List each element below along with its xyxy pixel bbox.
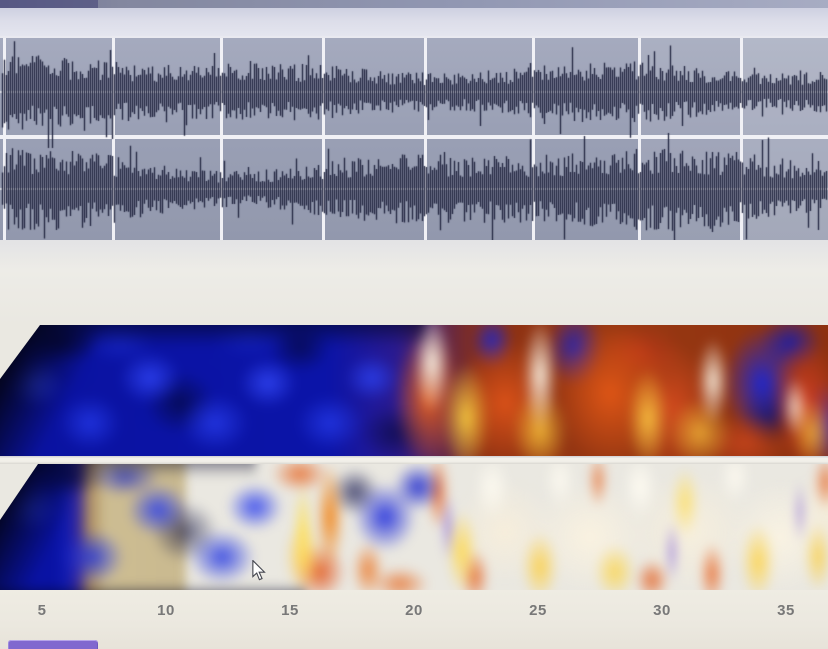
axis-tick-label: 30	[653, 602, 671, 619]
bottom-left-button[interactable]	[8, 640, 98, 649]
waveform-canvas[interactable]	[0, 38, 828, 242]
waveform-display[interactable]	[0, 36, 828, 242]
time-axis: 5 10 15 20 25 30 35	[0, 590, 828, 649]
titlebar-left-accent	[0, 0, 98, 8]
spectrogram-separator	[0, 456, 828, 464]
axis-tick-label: 10	[157, 602, 175, 619]
axis-tick-label: 5	[37, 602, 47, 619]
spectrogram-lower-surface	[0, 464, 828, 590]
toolbar-band	[0, 8, 828, 36]
axis-tick-label: 15	[281, 602, 299, 619]
background-gap	[0, 240, 828, 325]
window-titlebar	[0, 0, 828, 8]
axis-tick-label: 35	[777, 602, 795, 619]
spectrogram-upper[interactable]	[0, 325, 828, 456]
spectrogram-upper-surface	[0, 325, 828, 456]
axis-tick-label: 25	[529, 602, 547, 619]
spectrogram-lower[interactable]	[0, 464, 828, 590]
axis-tick-label: 20	[405, 602, 423, 619]
